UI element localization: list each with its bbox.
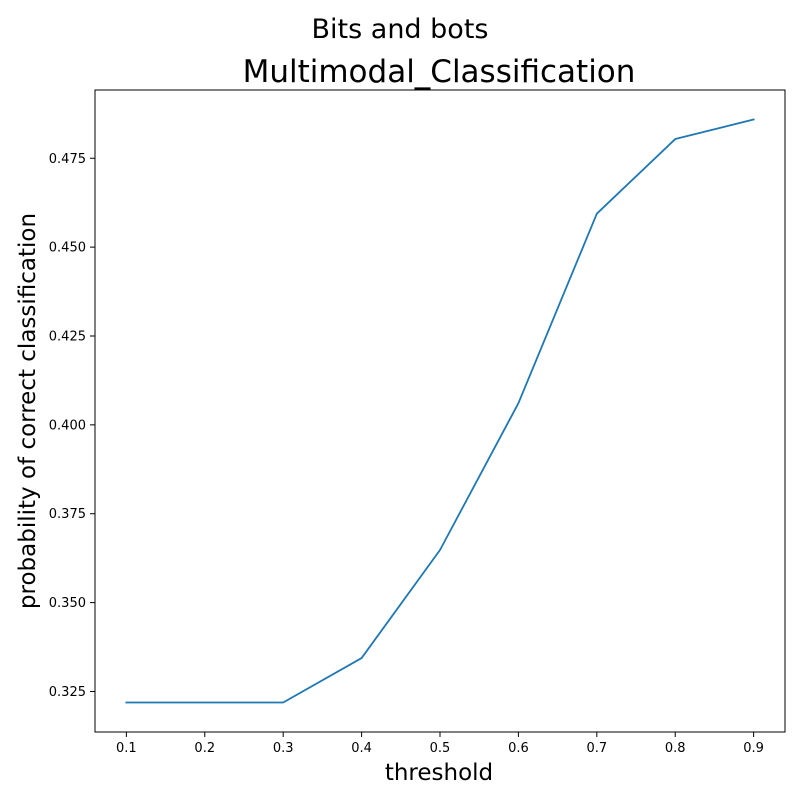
series-line-0 [125,118,755,704]
chart-title: Multimodal_Classification [243,54,636,90]
x-tick-label: 0.2 [194,741,215,756]
y-tick-label: 0.325 [49,685,86,700]
y-tick-label: 0.400 [49,418,86,433]
x-tick-label: 0.9 [743,741,764,756]
x-tick-label: 0.3 [273,741,294,756]
x-tick-label: 0.8 [665,741,686,756]
x-tick-label: 0.6 [508,741,529,756]
x-tick-label: 0.1 [116,741,137,756]
x-tick-label: 0.7 [586,741,607,756]
x-axis-label: threshold [385,760,493,786]
y-tick-label: 0.450 [49,241,86,256]
figure-suptitle: Bits and bots [312,14,489,45]
y-tick-label: 0.475 [49,152,86,167]
axes-frame [94,89,786,733]
y-tick-label: 0.375 [49,507,86,522]
x-tick-label: 0.4 [351,741,372,756]
y-axis-label: probability of correct classification [15,213,41,609]
x-tick-label: 0.5 [430,741,451,756]
y-tick-label: 0.350 [49,596,86,611]
y-tick-label: 0.425 [49,329,86,344]
plot-area: 0.1 0.2 0.3 0.4 0.5 0.6 0.7 0.8 0.9 0.325 0.350 0.3… [49,89,786,756]
